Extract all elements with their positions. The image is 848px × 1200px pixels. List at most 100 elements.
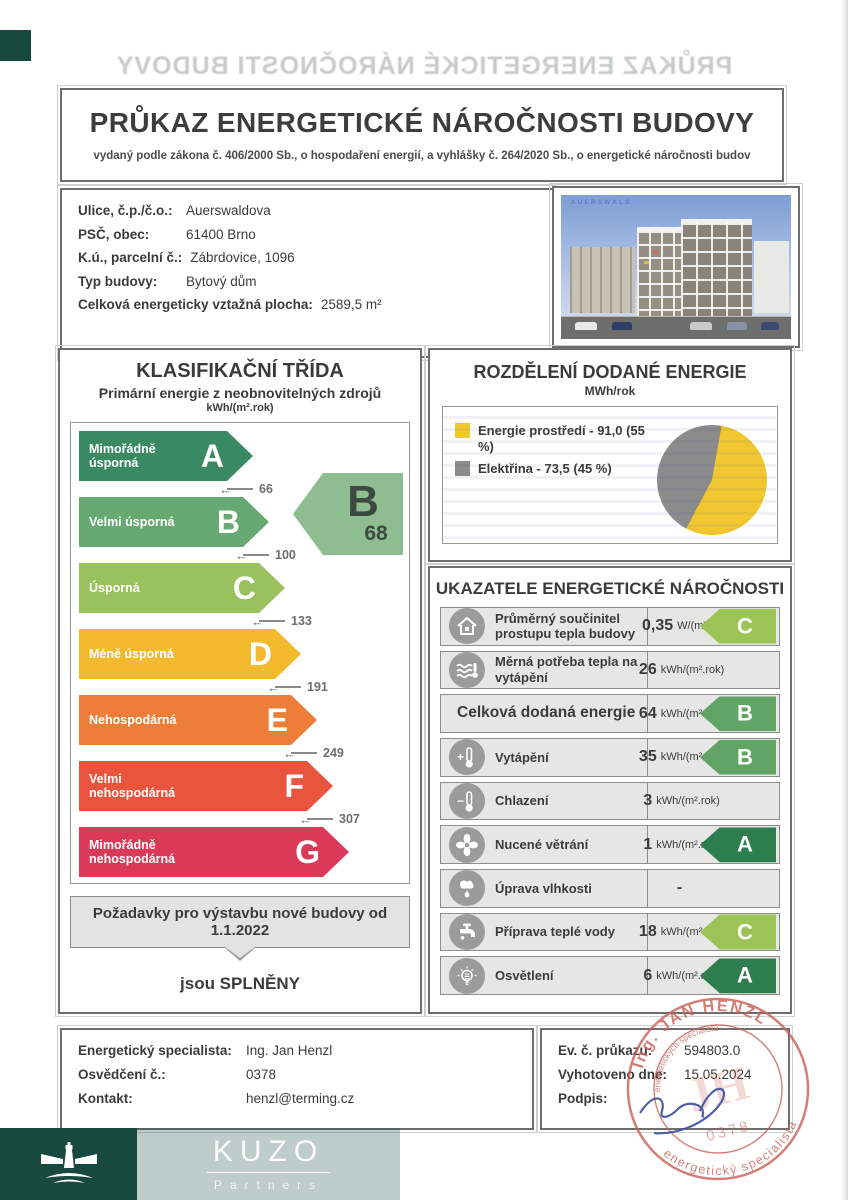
indicator-row-cooling: − Chlazení 3 kWh/(m².rok) — [440, 781, 780, 821]
class-row-c: Úsporná C ← 133 — [79, 563, 409, 629]
indicator-row-humidity: Úprava vlhkosti - — [440, 869, 780, 908]
delivered-energy-title: ROZDĚLENÍ DODANÉ ENERGIE — [473, 362, 747, 382]
class-label: Nehospodárná — [89, 712, 177, 727]
balcony-accent — [643, 261, 649, 265]
class-threshold: ← 191 — [267, 679, 328, 695]
indicator-row-hot-water: Příprava teplé vody 18 kWh/(m².rok) C — [440, 912, 780, 952]
footer-row: Energetický specialista: Ing. Jan Henzl — [78, 1043, 333, 1058]
class-label: Velmi nehospodárná — [89, 771, 176, 800]
car — [611, 322, 632, 331]
classification-subtitle: Primární energie z neobnovitelných zdroj… — [98, 385, 382, 401]
balcony-accent — [653, 249, 658, 253]
classification-title: KLASIFIKAČNÍ TŘÍDA — [136, 360, 344, 382]
indicator-value: 26 kWh/(m².rok) — [639, 650, 779, 690]
main-building-left-face — [636, 226, 681, 318]
footer-row: Osvědčení č.: 0378 — [78, 1067, 277, 1082]
class-letter: E — [266, 702, 288, 738]
car — [761, 322, 780, 331]
info-value: Auerswaldova — [186, 203, 271, 218]
class-letter: G — [295, 834, 320, 870]
header-box: PRŮKAZ ENERGETICKÉ NÁROČNOSTI BUDOVY vyd… — [57, 85, 787, 185]
delivered-energy-chart-box: Energie prostředí - 91,0 (55 %) Elektřin… — [442, 406, 778, 544]
legend-swatch-electricity — [455, 461, 470, 477]
building-info-box: Ulice, č.p./č.o.: Auerswaldova PSČ, obec… — [57, 185, 557, 361]
info-label: Celková energeticky vztažná plocha: — [78, 297, 313, 312]
house-icon — [449, 608, 485, 645]
class-letter: D — [248, 636, 272, 672]
car — [689, 322, 712, 331]
lighthouse-icon — [0, 1128, 137, 1200]
info-value: Bytový dům — [186, 273, 257, 289]
indicator-row-heat-demand: Měrná potřeba tepla na vytápění 26 kWh/(m… — [440, 650, 780, 690]
page-subtitle: vydaný podle zákona č. 406/2000 Sb., o h… — [93, 150, 751, 162]
faucet-icon — [449, 914, 485, 951]
indicator-row-total-delivered: Celková dodaná energie 64 kWh/(m².rok) B — [440, 694, 780, 734]
info-label: K.ú., parcelní č.: — [78, 250, 183, 265]
thermometer-minus-icon: − — [449, 783, 485, 820]
left-arrow-icon: ← — [267, 679, 280, 695]
building-photo: AUERSWALD — [561, 195, 791, 339]
left-arrow-icon: ← — [235, 547, 248, 563]
fan-icon — [449, 826, 485, 863]
humidity-cloud-icon — [449, 870, 485, 907]
class-label: Mimořádně nehospodárná — [89, 837, 176, 866]
logo-text: KUZO Partners — [137, 1128, 400, 1200]
requirements-box: Požadavky pro výstavbu nové budovy od 1.… — [70, 896, 410, 948]
certificate-meta-box: Ev. č. průkazu: 594803.0 Vyhotoveno dne: 1… — [537, 1025, 793, 1133]
footer-row: Vyhotoveno dne: 15.05.2024 — [558, 1067, 752, 1082]
footer-row: Ev. č. průkazu: 594803.0 — [558, 1043, 741, 1058]
rating-arrow-tip — [293, 473, 323, 555]
thermometer-plus-icon: + — [449, 739, 485, 776]
class-threshold: ← 133 — [251, 613, 312, 629]
chevron-down-icon — [60, 947, 420, 961]
indicator-row-heat-transfer: Průměrný součinitel prostupu tepla budov… — [440, 607, 780, 646]
arrow-tip — [227, 431, 253, 481]
class-label: Mimořádně úsporná — [89, 441, 156, 470]
indicator-row-lighting: Osvětlení 6 kWh/(m².rok) A — [440, 956, 780, 996]
classification-unit: kWh/(m².rok) — [206, 402, 274, 414]
indicator-row-ventilation: Nucené větrání 1 kWh/(m².rok) A — [440, 825, 780, 865]
delivered-energy-unit: MWh/rok — [584, 384, 636, 398]
info-value: 2589,5 m² — [320, 297, 382, 312]
neighbor-building-left — [570, 246, 635, 314]
class-row-a: Mimořádně úsporná A ← 66 — [79, 431, 409, 497]
indicator-row-heating: + Vytápění 35 kWh/(m².rok) B — [440, 738, 780, 777]
svg-text:−: − — [457, 794, 464, 808]
class-letter: B — [216, 504, 240, 540]
arrow-tip — [307, 761, 333, 811]
legend-item: Energie prostředí - 91,0 (55 %) — [455, 423, 657, 454]
bulb-icon — [449, 957, 485, 994]
corner-mark — [0, 30, 31, 61]
kuzo-logo: KUZO Partners — [0, 1128, 400, 1200]
class-row-d: Méně úsporná D ← 191 — [79, 629, 409, 695]
indicator-rows: Průměrný součinitel prostupu tepla budov… — [440, 607, 780, 996]
car — [726, 322, 747, 331]
info-value: Zábrdovice, 1096 — [190, 250, 295, 265]
footer-row: Podpis: — [558, 1091, 608, 1106]
info-row-parcel: K.ú., parcelní č.: Zábrdovice, 1096 — [78, 250, 536, 265]
energy-class-scale: Mimořádně úsporná A ← 66 Velmi úsporná B ← 1… — [70, 422, 410, 884]
specialist-box: Energetický specialista: Ing. Jan Henzl O… — [57, 1025, 537, 1133]
legend-swatch-environment — [455, 423, 470, 438]
class-letter: A — [200, 438, 224, 474]
requirements-result: jsou SPLNĚNY — [180, 974, 300, 993]
info-row-city: PSČ, obec: 61400 Brno — [78, 227, 536, 242]
rating-letter: B — [347, 477, 379, 527]
indicator-value: - — [647, 869, 779, 908]
footer-row: Kontakt: henzl@terming.cz — [78, 1091, 355, 1106]
rating-arrow-body: B 68 — [323, 473, 403, 555]
class-threshold: ← 249 — [283, 745, 344, 761]
indicators-panel: UKAZATELE ENERGETICKÉ NÁROČNOSTI Průměrn… — [425, 563, 795, 1017]
class-threshold: ← 307 — [299, 811, 360, 827]
left-arrow-icon: ← — [299, 811, 312, 827]
legend-item: Elektřina - 73,5 (45 %) — [455, 461, 657, 477]
heat-waves-icon — [449, 652, 485, 688]
class-row-e: Nehospodárná E ← 249 — [79, 695, 409, 761]
info-label: Ulice, č.p./č.o.: — [78, 203, 173, 218]
class-label: Méně úsporná — [89, 646, 174, 661]
main-building-right-face — [680, 219, 752, 318]
left-arrow-icon: ← — [251, 613, 264, 629]
class-badge: A — [700, 827, 776, 863]
